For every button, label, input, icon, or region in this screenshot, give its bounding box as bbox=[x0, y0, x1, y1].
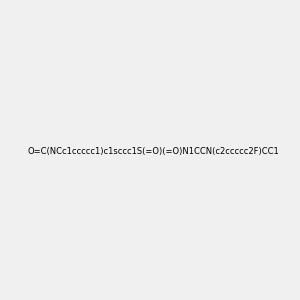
Text: O=C(NCc1ccccc1)c1sccc1S(=O)(=O)N1CCN(c2ccccc2F)CC1: O=C(NCc1ccccc1)c1sccc1S(=O)(=O)N1CCN(c2c… bbox=[28, 147, 280, 156]
